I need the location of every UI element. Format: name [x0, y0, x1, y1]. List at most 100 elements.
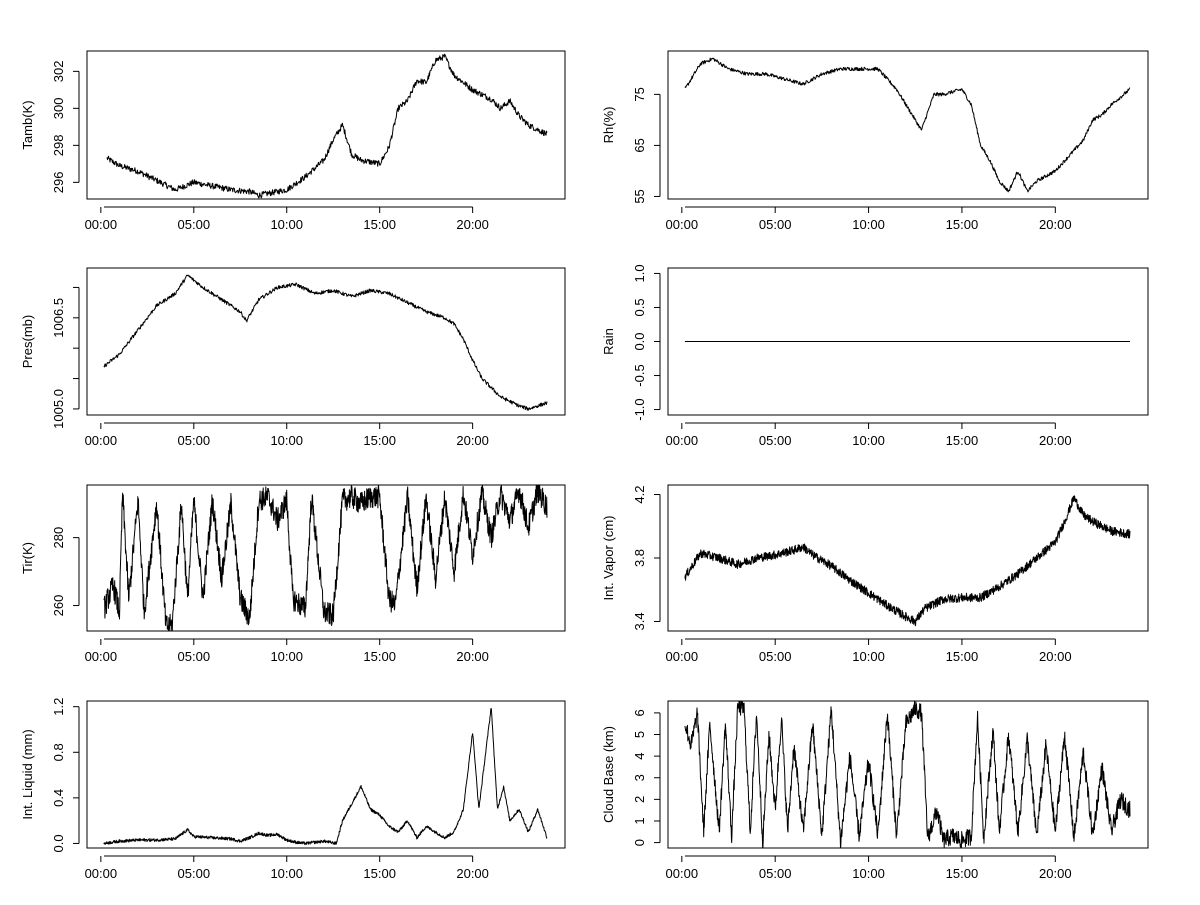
series-line [103, 484, 548, 632]
x-tick-label: 05:00 [178, 433, 211, 448]
x-tick-label: 05:00 [759, 866, 792, 881]
panel-3: 00:00 05:00 10:00 15:00 20:00 1005.0 1006.5 Pre… [20, 267, 566, 448]
panel-2: 00:00 05:00 10:00 15:00 20:00 55 65 75 Rh(%) [601, 50, 1149, 232]
panel-6: 00:00 05:00 10:00 15:00 20:00 3.4 3.8 4.2 Int. V… [601, 484, 1149, 664]
y-tick-label: 0.4 [51, 789, 66, 807]
plot-frame [667, 267, 1149, 416]
y-tick-label: -1.0 [632, 398, 647, 420]
y-tick-label: 280 [51, 527, 66, 549]
x-tick-label: 15:00 [946, 649, 979, 664]
x-tick-label: 00:00 [666, 433, 699, 448]
series-line [103, 708, 548, 846]
y-axis-label: Int. Vapor (cm) [601, 515, 616, 600]
plot-frame [86, 267, 566, 416]
y-tick-label: 1.0 [632, 264, 647, 282]
panel-7: 00:00 05:00 10:00 15:00 20:00 0.0 0.4 0.8 1.2 Int… [20, 698, 566, 881]
x-tick-label: 20:00 [1039, 217, 1072, 232]
series-line [103, 274, 548, 411]
y-tick-label: 4.2 [632, 485, 647, 503]
x-tick-label: 05:00 [178, 217, 211, 232]
x-tick-label: 00:00 [666, 866, 699, 881]
y-tick-label: 296 [51, 171, 66, 193]
x-tick-label: 05:00 [759, 217, 792, 232]
x-tick-label: 05:00 [759, 649, 792, 664]
x-tick-label: 15:00 [946, 433, 979, 448]
x-tick-label: 15:00 [363, 866, 396, 881]
y-tick-label: 5 [632, 731, 647, 738]
x-tick-label: 15:00 [363, 433, 396, 448]
x-tick-label: 05:00 [759, 433, 792, 448]
series-line [684, 700, 1131, 849]
x-tick-label: 00:00 [666, 649, 699, 664]
x-tick-label: 20:00 [1039, 649, 1072, 664]
x-tick-label: 10:00 [270, 649, 303, 664]
y-tick-label: 0.0 [632, 332, 647, 350]
plot-frame [667, 484, 1149, 632]
panel-4: 00:00 05:00 10:00 15:00 20:00 -1.0 -0.5 0.0 0.5 1… [601, 264, 1149, 448]
y-tick-label: 0.0 [51, 834, 66, 852]
plot-frame [86, 700, 566, 849]
y-tick-label: 6 [632, 709, 647, 716]
series-line [684, 57, 1131, 193]
y-axis-label: Cloud Base (km) [601, 726, 616, 823]
y-tick-label: 300 [51, 97, 66, 119]
y-axis-label: Tir(K) [20, 542, 35, 574]
y-tick-label: 298 [51, 134, 66, 156]
y-tick-label: 75 [632, 87, 647, 101]
series-line [106, 53, 548, 199]
y-tick-label: 1 [632, 817, 647, 824]
x-tick-label: 10:00 [270, 433, 303, 448]
y-tick-label: 1005.0 [51, 389, 66, 429]
x-tick-label: 05:00 [178, 866, 211, 881]
y-tick-label: 260 [51, 595, 66, 617]
y-axis-label: Rh(%) [601, 107, 616, 144]
x-tick-label: 10:00 [270, 217, 303, 232]
x-tick-label: 10:00 [852, 217, 885, 232]
x-tick-label: 00:00 [85, 866, 118, 881]
y-tick-label: 0 [632, 839, 647, 846]
y-tick-label: -0.5 [632, 364, 647, 386]
panel-1: 00:00 05:00 10:00 15:00 20:00 296 298 300 302 Tam… [20, 50, 566, 232]
x-tick-label: 10:00 [852, 649, 885, 664]
x-tick-label: 15:00 [946, 866, 979, 881]
plot-frame [667, 700, 1149, 849]
series-line [684, 495, 1131, 627]
y-tick-label: 4 [632, 753, 647, 760]
x-tick-label: 15:00 [946, 217, 979, 232]
x-tick-label: 00:00 [85, 217, 118, 232]
y-tick-label: 3.4 [632, 612, 647, 630]
plot-frame [86, 50, 566, 200]
x-tick-label: 15:00 [363, 649, 396, 664]
x-tick-label: 10:00 [852, 866, 885, 881]
y-tick-label: 3 [632, 774, 647, 781]
plot-frame [86, 484, 566, 632]
x-tick-label: 20:00 [456, 433, 489, 448]
panel-5: 00:00 05:00 10:00 15:00 20:00 260 280 Tir(K) [20, 484, 566, 664]
y-axis-label: Pres(mb) [20, 315, 35, 368]
y-axis-label: Tamb(K) [20, 100, 35, 149]
x-tick-label: 20:00 [1039, 866, 1072, 881]
y-axis-label: Int. Liquid (mm) [20, 729, 35, 819]
y-tick-label: 2 [632, 796, 647, 803]
plot-frame [667, 50, 1149, 200]
x-tick-label: 20:00 [456, 866, 489, 881]
y-tick-label: 55 [632, 189, 647, 203]
x-tick-label: 00:00 [666, 217, 699, 232]
y-tick-label: 3.8 [632, 549, 647, 567]
x-tick-label: 15:00 [363, 217, 396, 232]
x-tick-label: 20:00 [456, 217, 489, 232]
x-tick-label: 20:00 [1039, 433, 1072, 448]
x-tick-label: 10:00 [270, 866, 303, 881]
y-tick-label: 0.5 [632, 298, 647, 316]
x-tick-label: 00:00 [85, 649, 118, 664]
y-tick-label: 302 [51, 60, 66, 82]
x-tick-label: 20:00 [456, 649, 489, 664]
y-axis-label: Rain [601, 328, 616, 355]
x-tick-label: 00:00 [85, 433, 118, 448]
x-tick-label: 05:00 [178, 649, 211, 664]
y-tick-label: 1.2 [51, 698, 66, 716]
y-tick-label: 65 [632, 138, 647, 152]
y-tick-label: 0.8 [51, 743, 66, 761]
